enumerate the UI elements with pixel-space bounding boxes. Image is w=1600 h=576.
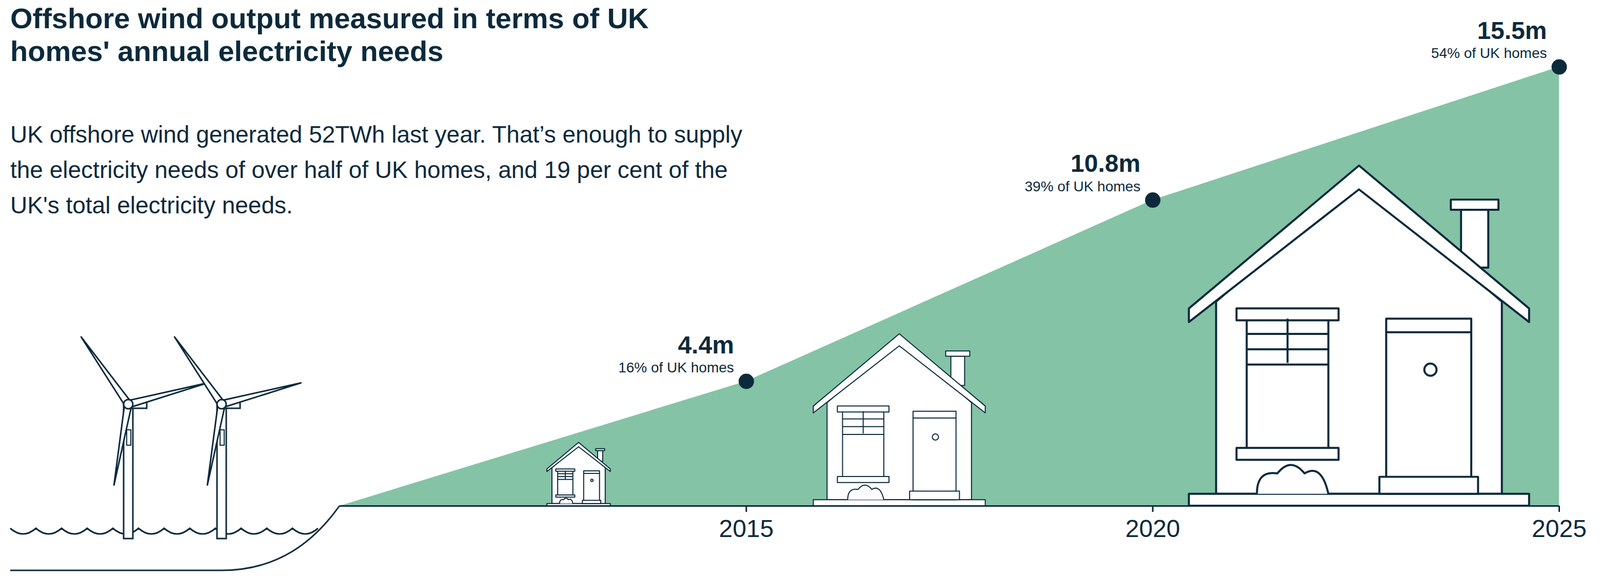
svg-text:10.8m: 10.8m — [1070, 149, 1141, 177]
svg-text:54% of UK homes: 54% of UK homes — [1431, 45, 1548, 62]
svg-text:2025: 2025 — [1531, 515, 1587, 543]
svg-text:2020: 2020 — [1125, 515, 1181, 543]
html-text:UK offshore wind generated 52T: UK offshore wind generated 52TWh last ye… — [10, 121, 743, 219]
svg-text:2015: 2015 — [718, 515, 774, 543]
svg-text:15.5m: 15.5m — [1476, 16, 1547, 45]
svg-text:39% of UK homes: 39% of UK homes — [1024, 178, 1141, 195]
svg-text:16% of UK homes: 16% of UK homes — [618, 359, 735, 376]
svg-text:4.4m: 4.4m — [677, 331, 734, 359]
html-text:Offshore wind output measured: Offshore wind output measured in terms o… — [10, 2, 649, 68]
